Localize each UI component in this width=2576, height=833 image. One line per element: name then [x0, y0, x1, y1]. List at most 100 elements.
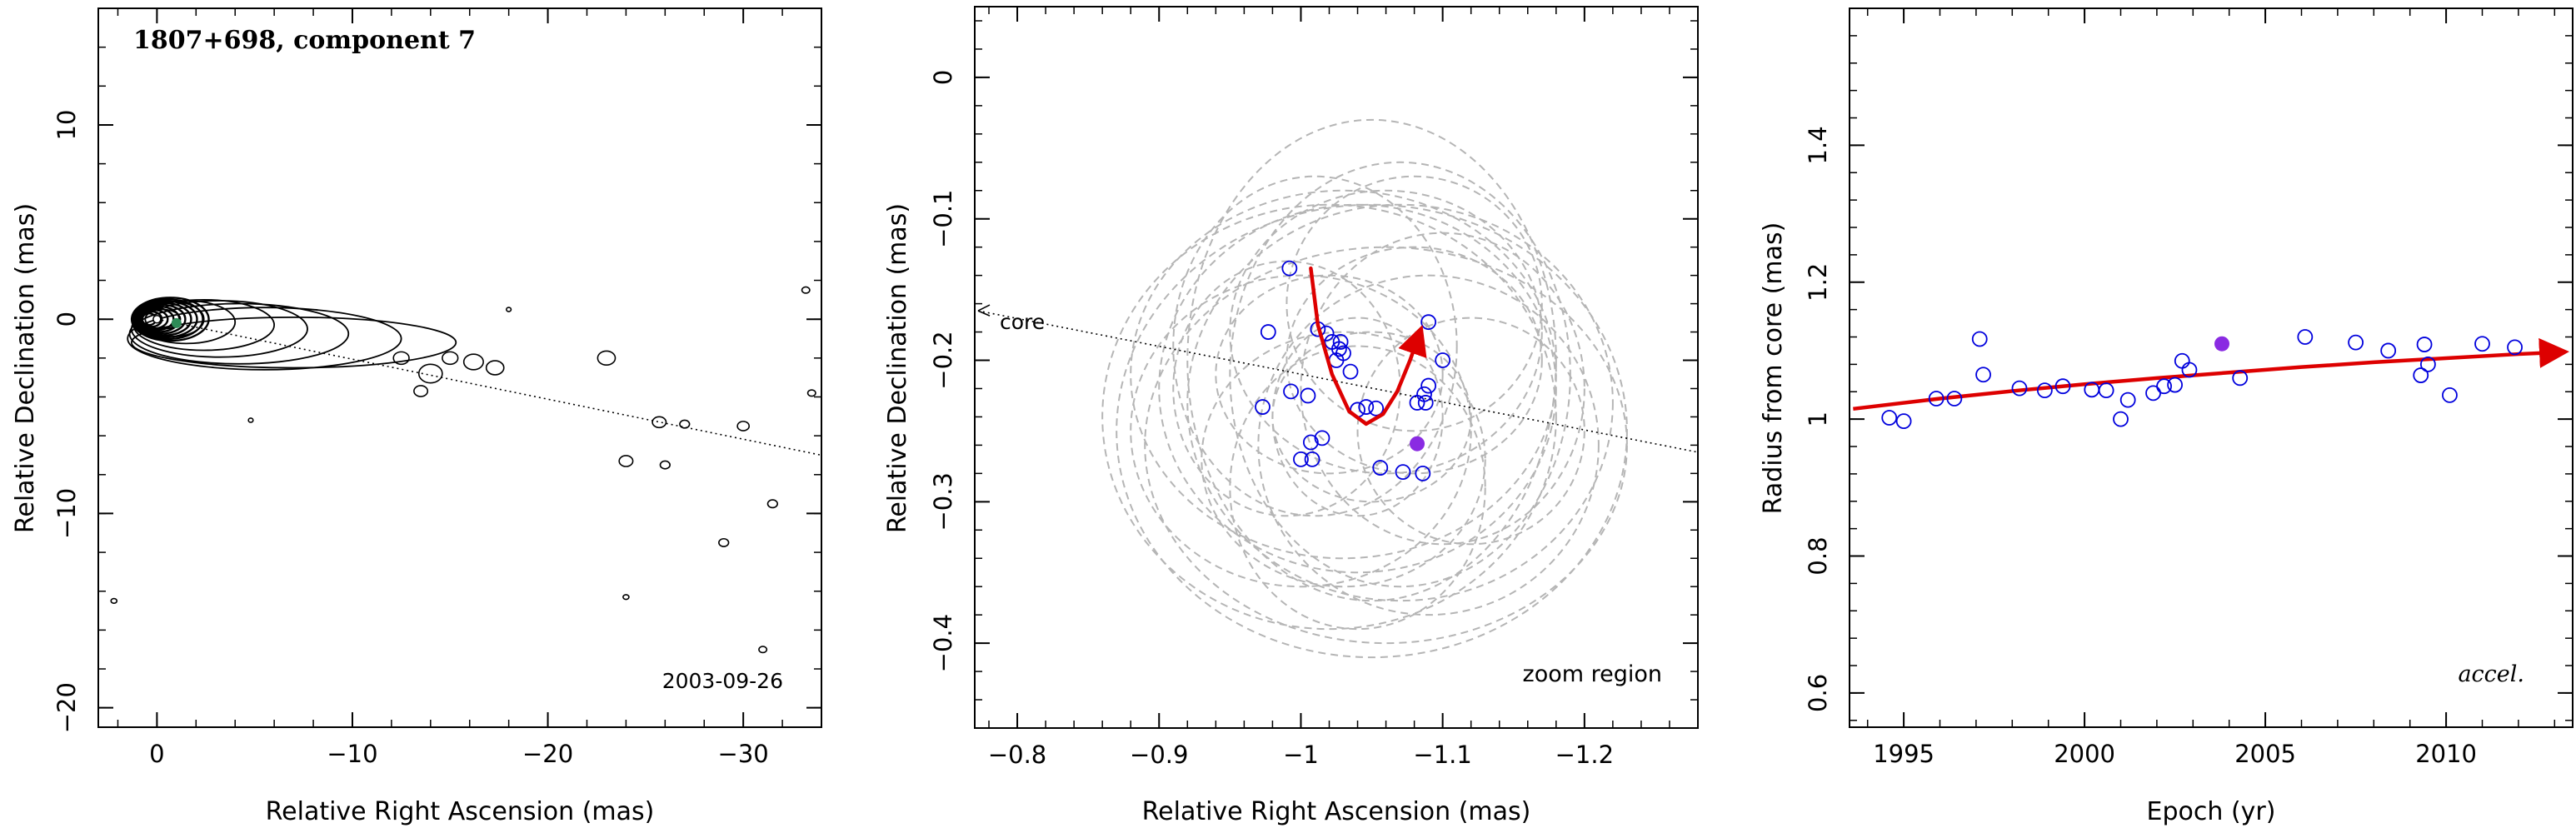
position-point	[1420, 314, 1437, 331]
position-point	[1314, 430, 1330, 446]
y-tick-label: −20	[52, 682, 81, 733]
error-ellipse	[1130, 274, 1472, 588]
noise-contour	[659, 460, 671, 470]
radius-point	[2380, 342, 2397, 359]
component-marker	[171, 317, 182, 328]
noise-contour	[651, 416, 667, 429]
x-tick-label: −1	[1283, 741, 1319, 769]
y-tick-label: 0.8	[1804, 536, 1832, 575]
map-date-label: 2003-09-26	[662, 669, 783, 693]
error-ellipse	[1229, 345, 1486, 631]
y-tick-label: −0.4	[929, 614, 957, 672]
core-contour	[132, 300, 198, 339]
noise-contour	[110, 597, 118, 604]
x-tick-label: 2005	[2234, 740, 2296, 768]
x-tick-label: 0	[149, 740, 164, 768]
jet-axis-line	[157, 318, 821, 456]
radius-point	[2232, 370, 2249, 387]
noise-contour	[801, 286, 811, 294]
radius-point	[2442, 387, 2458, 403]
x-tick-label: −1.2	[1555, 741, 1614, 769]
position-point	[1302, 434, 1319, 451]
error-ellipse	[1286, 246, 1543, 475]
error-ellipse	[1300, 232, 1585, 546]
core-marker	[152, 314, 162, 324]
x-tick-label: −20	[522, 740, 573, 768]
y-tick-label: −0.3	[929, 472, 957, 531]
position-point	[1395, 464, 1411, 481]
error-ellipse	[1257, 274, 1600, 616]
radius-point	[1895, 413, 1912, 430]
zoom-region-label: zoom region	[1523, 661, 1662, 687]
error-ellipse	[1229, 189, 1543, 475]
radius-point	[2119, 392, 2136, 408]
error-ellipse	[1286, 175, 1543, 432]
map-title: 1807+698, component 7	[133, 26, 476, 55]
error-ellipse	[1201, 331, 1486, 588]
y-tick-label: 10	[52, 109, 81, 140]
noise-contour	[806, 389, 816, 397]
y-tick-label: −0.1	[929, 189, 957, 247]
error-ellipse	[1158, 203, 1557, 574]
position-point	[1435, 352, 1451, 368]
core-contour	[130, 297, 210, 342]
y-tick-label: 0	[52, 312, 81, 327]
radius-point	[2416, 337, 2433, 352]
x-tick-label: 2010	[2415, 740, 2477, 768]
x-tick-label: −0.9	[1130, 741, 1188, 769]
noise-contour	[718, 537, 730, 547]
error-ellipse	[1186, 118, 1557, 602]
position-point	[1304, 451, 1320, 467]
position-point	[1342, 363, 1359, 380]
radius-point	[1881, 410, 1898, 426]
noise-contour	[679, 419, 691, 429]
map-x-axis-label: Relative Right Ascension (mas)	[266, 797, 655, 826]
zoom-x-axis-label: Relative Right Ascension (mas)	[1142, 797, 1531, 826]
position-point	[1260, 324, 1276, 340]
y-tick-label: 0	[929, 70, 957, 85]
position-point	[1332, 334, 1349, 350]
plot-frame	[974, 6, 1699, 729]
noise-contour	[462, 353, 484, 371]
core-contour	[135, 303, 187, 335]
jet-contour	[127, 307, 402, 371]
position-point	[1416, 386, 1432, 402]
core-contour	[134, 302, 192, 337]
radius-point	[2348, 334, 2364, 351]
radius-point	[2098, 382, 2114, 399]
radius-point	[2036, 382, 2053, 399]
core-contour	[140, 310, 163, 328]
noise-contour	[618, 455, 634, 467]
error-ellipse	[1271, 317, 1444, 517]
y-tick-label: 0.6	[1804, 674, 1832, 712]
noise-contour	[597, 350, 617, 367]
position-point	[1281, 260, 1298, 277]
y-tick-label: 1.4	[1804, 126, 1832, 164]
error-ellipse	[1116, 203, 1628, 659]
noise-contour	[736, 421, 751, 431]
panel-radius: 1995 2000 2005 2010 0.6 0.8 1 1.2 1.4 accel. Epo…	[1759, 7, 2574, 826]
y-tick-label: 1.2	[1804, 263, 1832, 302]
x-tick-label: −0.8	[988, 741, 1046, 769]
radius-point	[2156, 378, 2172, 395]
radius-point	[2145, 385, 2161, 402]
position-point	[1300, 387, 1316, 404]
position-point	[1368, 400, 1385, 416]
radius-point	[2474, 336, 2490, 352]
y-tick-label: 1	[1804, 412, 1832, 426]
x-tick-label: 1995	[1873, 740, 1934, 768]
core-contour	[132, 298, 204, 341]
position-point	[1409, 395, 1425, 411]
plot-frame	[97, 7, 822, 728]
noise-contour	[622, 594, 630, 601]
position-point	[1415, 465, 1431, 481]
zoom-core-label: core	[1000, 310, 1045, 334]
plot-frame	[1849, 7, 2574, 728]
x-tick-label: −1.1	[1413, 741, 1471, 769]
radius-point	[2054, 378, 2071, 395]
noise-contour	[442, 351, 459, 366]
position-point	[1283, 383, 1299, 400]
error-ellipse	[1229, 161, 1571, 588]
error-ellipse	[1101, 203, 1557, 631]
radius-point	[2174, 352, 2190, 369]
